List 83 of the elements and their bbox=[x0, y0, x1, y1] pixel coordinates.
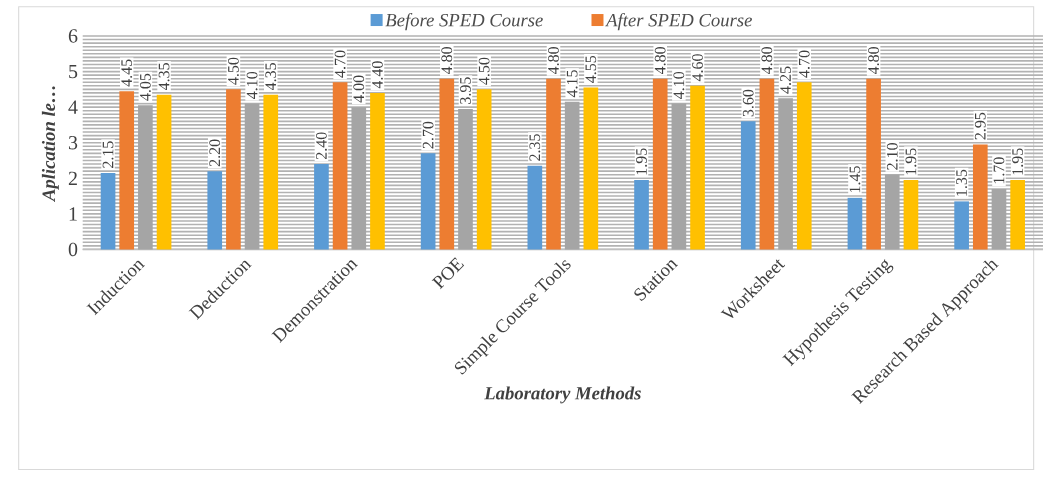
bar bbox=[263, 94, 279, 250]
bar bbox=[866, 78, 881, 250]
bar bbox=[370, 93, 385, 250]
data-label: 3.95 bbox=[460, 77, 471, 104]
bar bbox=[100, 173, 116, 250]
bar bbox=[476, 89, 492, 250]
y-tick-label: 6 bbox=[68, 29, 78, 43]
bar bbox=[671, 103, 687, 250]
data-label: 2.40 bbox=[316, 132, 327, 160]
data-label: 1.95 bbox=[636, 148, 647, 175]
bar bbox=[207, 171, 223, 250]
bar bbox=[119, 91, 135, 250]
y-tick-label: 3 bbox=[68, 136, 78, 150]
data-label: 1.95 bbox=[1012, 148, 1024, 175]
bar bbox=[138, 105, 153, 250]
data-label: 1.70 bbox=[993, 157, 1005, 184]
bar bbox=[652, 78, 668, 250]
bar bbox=[226, 89, 241, 250]
data-label: 4.35 bbox=[265, 63, 277, 91]
data-label: 4.50 bbox=[227, 57, 239, 85]
data-label: 4.45 bbox=[121, 59, 133, 87]
x-axis-title: Laboratory Methods bbox=[484, 386, 641, 404]
bar bbox=[884, 174, 900, 250]
data-label: 4.50 bbox=[478, 57, 490, 85]
bar bbox=[1010, 180, 1025, 250]
data-label: 4.40 bbox=[372, 61, 383, 89]
data-label: 1.35 bbox=[956, 169, 968, 196]
bar bbox=[332, 82, 348, 250]
bar bbox=[847, 197, 863, 250]
bar bbox=[314, 164, 329, 250]
y-tick-label: 4 bbox=[68, 100, 78, 114]
bar bbox=[796, 82, 812, 250]
data-label: 4.10 bbox=[246, 72, 258, 100]
bar bbox=[439, 78, 455, 250]
bar bbox=[244, 103, 260, 250]
y-axis-title: Aplication le… bbox=[41, 86, 59, 203]
data-label: 2.35 bbox=[529, 134, 541, 161]
bar bbox=[972, 144, 988, 250]
y-tick-label: 0 bbox=[68, 242, 78, 257]
data-label: 4.10 bbox=[673, 72, 685, 100]
bar bbox=[420, 153, 436, 250]
data-label: 4.60 bbox=[692, 54, 703, 82]
data-label: 4.00 bbox=[353, 75, 365, 103]
bar bbox=[351, 107, 367, 250]
legend-label: Before SPED Course bbox=[385, 13, 543, 31]
bar bbox=[903, 180, 919, 250]
data-label: 2.15 bbox=[102, 141, 114, 169]
y-tick-label: 2 bbox=[68, 171, 77, 185]
bar bbox=[690, 85, 705, 250]
data-label: 1.45 bbox=[849, 166, 861, 193]
bar bbox=[546, 78, 561, 250]
bar bbox=[527, 165, 543, 250]
bar bbox=[740, 121, 756, 250]
data-label: 4.70 bbox=[798, 50, 810, 78]
data-label: 3.60 bbox=[742, 89, 754, 117]
y-tick-label: 5 bbox=[69, 65, 78, 79]
bar bbox=[583, 87, 599, 250]
data-label: 2.10 bbox=[886, 143, 898, 170]
y-tick-label: 1 bbox=[69, 207, 77, 221]
data-label: 4.05 bbox=[139, 73, 151, 101]
data-label: 4.80 bbox=[441, 47, 453, 75]
data-label: 4.35 bbox=[158, 63, 170, 91]
data-label: 4.15 bbox=[566, 70, 578, 98]
data-label: 4.55 bbox=[585, 56, 597, 84]
bar bbox=[991, 189, 1007, 250]
bar bbox=[564, 101, 580, 250]
bar bbox=[156, 94, 172, 250]
data-label: 4.70 bbox=[334, 50, 346, 78]
bar bbox=[778, 98, 793, 250]
data-label: 4.80 bbox=[868, 47, 880, 75]
data-label: 4.80 bbox=[548, 47, 559, 75]
data-label: 2.20 bbox=[209, 139, 221, 167]
data-label: 4.80 bbox=[654, 47, 666, 75]
data-label: 4.80 bbox=[761, 47, 773, 75]
data-label: 4.25 bbox=[780, 66, 791, 94]
legend-label: After SPED Course bbox=[605, 13, 752, 31]
bar bbox=[634, 180, 649, 250]
bar bbox=[458, 109, 473, 250]
data-label: 2.95 bbox=[974, 112, 986, 140]
bar bbox=[954, 201, 969, 250]
data-label: 2.70 bbox=[422, 121, 434, 149]
data-label: 1.95 bbox=[905, 148, 917, 175]
bar bbox=[759, 78, 775, 250]
